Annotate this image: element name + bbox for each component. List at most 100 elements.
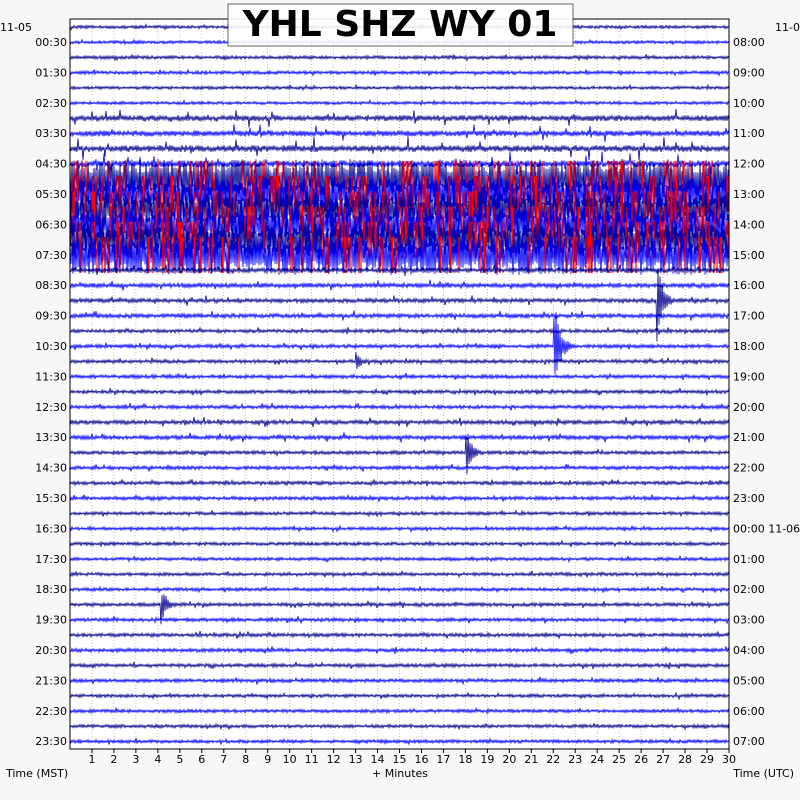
mst-time-label: 15:30 xyxy=(35,492,67,505)
seismic-trace xyxy=(69,326,730,336)
mst-time-label: 16:30 xyxy=(35,522,67,535)
mst-time-label: 07:30 xyxy=(35,249,67,262)
utc-time-label: 20:00 xyxy=(733,401,765,414)
mst-time-label: 03:30 xyxy=(35,127,67,140)
x-tick-label: 25 xyxy=(612,753,626,766)
mst-time-label: 22:30 xyxy=(35,705,67,718)
seismic-trace xyxy=(69,151,730,175)
left-time-labels: 00:30 01:30 02:30 03:30 04:30 05:30 06:30 07:30… xyxy=(35,36,67,748)
mst-time-label: 17:30 xyxy=(35,553,67,566)
utc-time-label: 08:00 xyxy=(733,36,765,49)
x-tick-label: 28 xyxy=(678,753,692,766)
seismic-trace xyxy=(69,646,730,655)
seismic-trace xyxy=(69,433,730,475)
utc-time-label: 02:00 xyxy=(733,583,765,596)
x-tick-label: 24 xyxy=(590,753,604,766)
seismic-trace xyxy=(69,478,730,487)
utc-time-label: 18:00 xyxy=(733,340,765,353)
x-tick-label: 21 xyxy=(524,753,538,766)
seismic-trace xyxy=(69,630,730,639)
mst-time-label: 11:30 xyxy=(35,370,67,383)
seismic-trace xyxy=(69,676,730,685)
mst-time-label: 14:30 xyxy=(35,462,67,475)
utc-time-label: 04:00 xyxy=(733,644,765,657)
utc-time-label: 07:00 xyxy=(733,735,765,748)
x-tick-label: 20 xyxy=(502,753,516,766)
mst-time-label: 00:30 xyxy=(35,36,67,49)
seismic-trace xyxy=(69,310,730,321)
seismic-trace xyxy=(69,570,730,579)
x-tick-label: 9 xyxy=(264,753,271,766)
mst-time-label: 02:30 xyxy=(35,97,67,110)
utc-time-label: 06:00 xyxy=(733,705,765,718)
utc-time-label: 10:00 xyxy=(733,97,765,110)
seismic-trace xyxy=(69,660,730,670)
right-date-label: 11-0 xyxy=(775,21,800,34)
mst-time-label: 13:30 xyxy=(35,431,67,444)
x-tick-label: 6 xyxy=(198,753,205,766)
seismic-trace xyxy=(69,136,730,161)
seismic-trace xyxy=(69,269,730,342)
seismic-trace xyxy=(69,311,730,375)
x-tick-label: 15 xyxy=(393,753,407,766)
utc-time-label: 11:00 xyxy=(733,127,765,140)
x-tick-label: 4 xyxy=(154,753,161,766)
seismic-trace xyxy=(69,706,730,715)
x-axis-ticks: 1 2 3 4 5 6 7 8 9 10 11 12 13 14 15 16 17 18 19 20 21 22 23 24 2… xyxy=(88,749,736,766)
utc-time-label: 17:00 xyxy=(733,310,765,323)
x-tick-label: 27 xyxy=(656,753,670,766)
x-tick-label: 29 xyxy=(700,753,714,766)
seismic-trace xyxy=(69,352,730,370)
right-axis-label: Time (UTC) xyxy=(732,767,794,780)
x-tick-label: 19 xyxy=(480,753,494,766)
left-axis-label: Time (MST) xyxy=(5,767,68,780)
seismic-traces xyxy=(69,22,730,746)
utc-time-label: 05:00 xyxy=(733,674,765,687)
seismic-trace xyxy=(69,616,730,624)
mst-time-label: 18:30 xyxy=(35,583,67,596)
utc-time-label: 14:00 xyxy=(733,218,765,231)
mst-time-label: 05:30 xyxy=(35,188,67,201)
mst-time-label: 04:30 xyxy=(35,158,67,171)
seismic-trace xyxy=(69,722,730,731)
seismic-trace xyxy=(69,691,730,701)
seismic-trace xyxy=(69,372,730,381)
seismic-trace xyxy=(69,109,730,128)
x-tick-label: 8 xyxy=(242,753,249,766)
title-box xyxy=(227,3,574,47)
seismic-trace xyxy=(69,524,730,534)
utc-time-label: 01:00 xyxy=(733,553,765,566)
seismic-trace xyxy=(69,416,730,428)
seismic-trace xyxy=(69,737,730,746)
x-tick-label: 18 xyxy=(458,753,472,766)
seismic-trace xyxy=(69,493,730,503)
x-tick-label: 2 xyxy=(110,753,117,766)
mst-time-label: 10:30 xyxy=(35,340,67,353)
x-tick-label: 5 xyxy=(176,753,183,766)
utc-time-label: 21:00 xyxy=(733,431,765,444)
utc-time-label: 09:00 xyxy=(733,66,765,79)
seismic-trace xyxy=(69,98,730,108)
x-tick-label: 30 xyxy=(722,753,736,766)
seismic-trace xyxy=(69,53,730,62)
x-tick-label: 3 xyxy=(132,753,139,766)
x-tick-label: 14 xyxy=(371,753,385,766)
seismic-trace xyxy=(69,594,730,625)
utc-time-label: 12:00 xyxy=(733,158,765,171)
x-tick-label: 7 xyxy=(220,753,227,766)
mst-time-label: 20:30 xyxy=(35,644,67,657)
utc-time-label: 22:00 xyxy=(733,462,765,475)
mst-time-label: 19:30 xyxy=(35,614,67,627)
x-tick-label: 22 xyxy=(546,753,560,766)
seismic-trace xyxy=(69,158,730,200)
seismic-trace xyxy=(69,69,730,77)
seismic-trace xyxy=(69,555,730,564)
right-time-labels: 08:00 09:00 10:00 11:00 12:00 13:00 14:00 15:00… xyxy=(733,36,800,748)
mst-time-label: 12:30 xyxy=(35,401,67,414)
x-tick-label: 16 xyxy=(414,753,428,766)
mst-time-label: 06:30 xyxy=(35,218,67,231)
seismic-trace xyxy=(69,124,730,143)
seismic-trace xyxy=(69,585,730,594)
seismic-trace xyxy=(69,509,730,518)
utc-time-label: 15:00 xyxy=(733,249,765,262)
